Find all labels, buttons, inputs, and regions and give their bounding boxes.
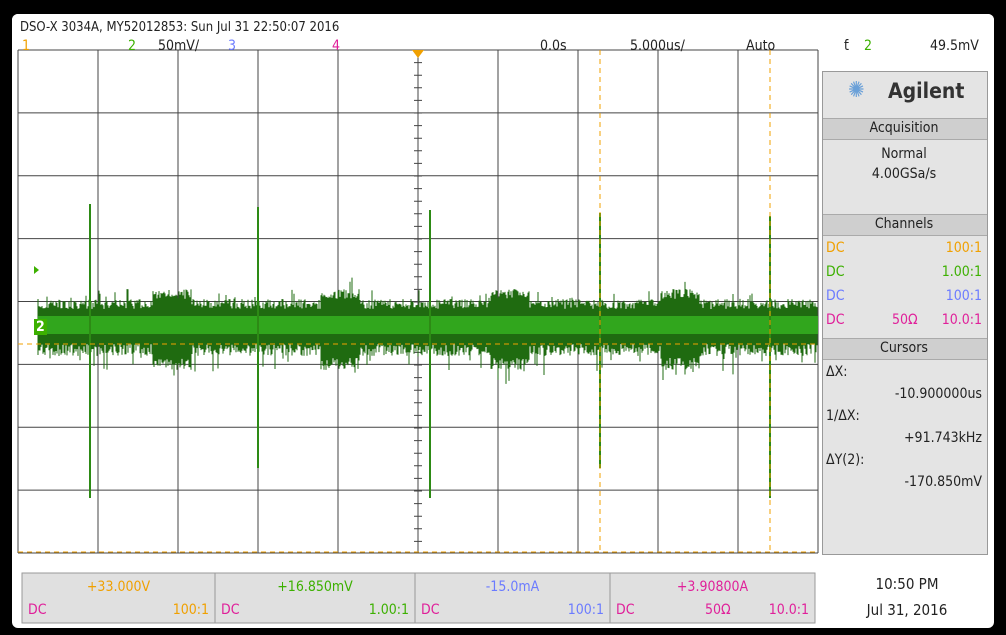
cur-header: [823, 338, 987, 360]
channel-coupling: DC: [826, 264, 845, 280]
measurement-impedance: 50Ω: [705, 602, 731, 618]
cursor-value: +91.743kHz: [904, 430, 982, 446]
measurement-value: +33.000V: [86, 579, 151, 595]
waveform-core: [38, 316, 818, 334]
cursor-label: 1/ΔX:: [826, 408, 860, 424]
measurement-coupling: DC: [616, 602, 635, 618]
measurement-probe: 1.00:1: [368, 602, 409, 618]
channel-coupling: DC: [826, 240, 845, 256]
trigger-source: 2: [864, 38, 873, 54]
measurement-probe: 10.0:1: [768, 602, 809, 618]
trigger-icon: ƭ: [844, 38, 849, 54]
acq-rate: 4.00GSa/s: [871, 166, 937, 182]
graticule: [12, 14, 994, 624]
ch-title: Channels: [874, 216, 934, 232]
measurement-value: +16.850mV: [277, 579, 353, 595]
acq-mode: Normal: [881, 146, 927, 162]
measurement-value: -15.0mA: [485, 579, 540, 595]
channel-probe: 1.00:1: [941, 264, 982, 280]
cursor-value: -10.900000us: [894, 386, 982, 402]
channel-coupling: DC: [826, 312, 845, 328]
scope-screen: DSO-X 3034A, MY52012853: Sun Jul 31 22:5…: [12, 14, 994, 628]
time-offset: 0.0s: [540, 38, 567, 54]
trigger-position: [412, 50, 424, 58]
ch-header: [823, 214, 987, 236]
ch2-label: 2: [128, 38, 137, 54]
ch2-scale: 50mV/: [158, 38, 200, 54]
channel-probe: 10.0:1: [941, 312, 982, 328]
measurement-coupling: DC: [221, 602, 240, 618]
measurement-coupling: DC: [421, 602, 440, 618]
measurement-coupling: DC: [28, 602, 47, 618]
measurement-box: [414, 572, 611, 624]
trigger-level: 49.5mV: [930, 38, 979, 54]
channel-impedance: 50Ω: [892, 312, 918, 328]
clock-time: 10:50 PM: [875, 575, 939, 593]
ch4-label: 4: [332, 38, 341, 54]
channel-coupling: DC: [826, 288, 845, 304]
measurement-probe: 100:1: [172, 602, 209, 618]
measurement-box: [214, 572, 416, 624]
channel-probe: 100:1: [945, 288, 982, 304]
trigger-level-marker: [34, 266, 39, 274]
measurement-box: [21, 572, 216, 624]
cur-title: Cursors: [880, 340, 928, 356]
channel-probe: 100:1: [945, 240, 982, 256]
clock-date: Jul 31, 2016: [866, 601, 948, 619]
cursor-value: -170.850mV: [904, 474, 983, 490]
ch3-label: 3: [228, 38, 237, 54]
waveform-spikes: [89, 204, 771, 498]
acq-header: [823, 118, 987, 140]
trigger-mode: Auto: [746, 38, 776, 54]
measurement-probe: 100:1: [567, 602, 604, 618]
acq-title: Acquisition: [869, 120, 939, 136]
sidebar: [822, 71, 988, 555]
brand-logo: ✺: [848, 78, 865, 103]
header-bar: [12, 14, 994, 58]
measurement-value: +3.90800A: [676, 579, 749, 595]
brand: Agilent: [888, 79, 965, 103]
ch2-ground-marker: 2: [34, 319, 47, 335]
title: DSO-X 3034A, MY52012853: Sun Jul 31 22:5…: [20, 20, 340, 35]
cursor-label: ΔX:: [826, 364, 848, 380]
ch1-label: 1: [22, 38, 31, 54]
measurement-box: [609, 572, 816, 624]
cursor-label: ΔY(2):: [826, 452, 865, 468]
time-scale: 5.000us/: [630, 38, 685, 54]
